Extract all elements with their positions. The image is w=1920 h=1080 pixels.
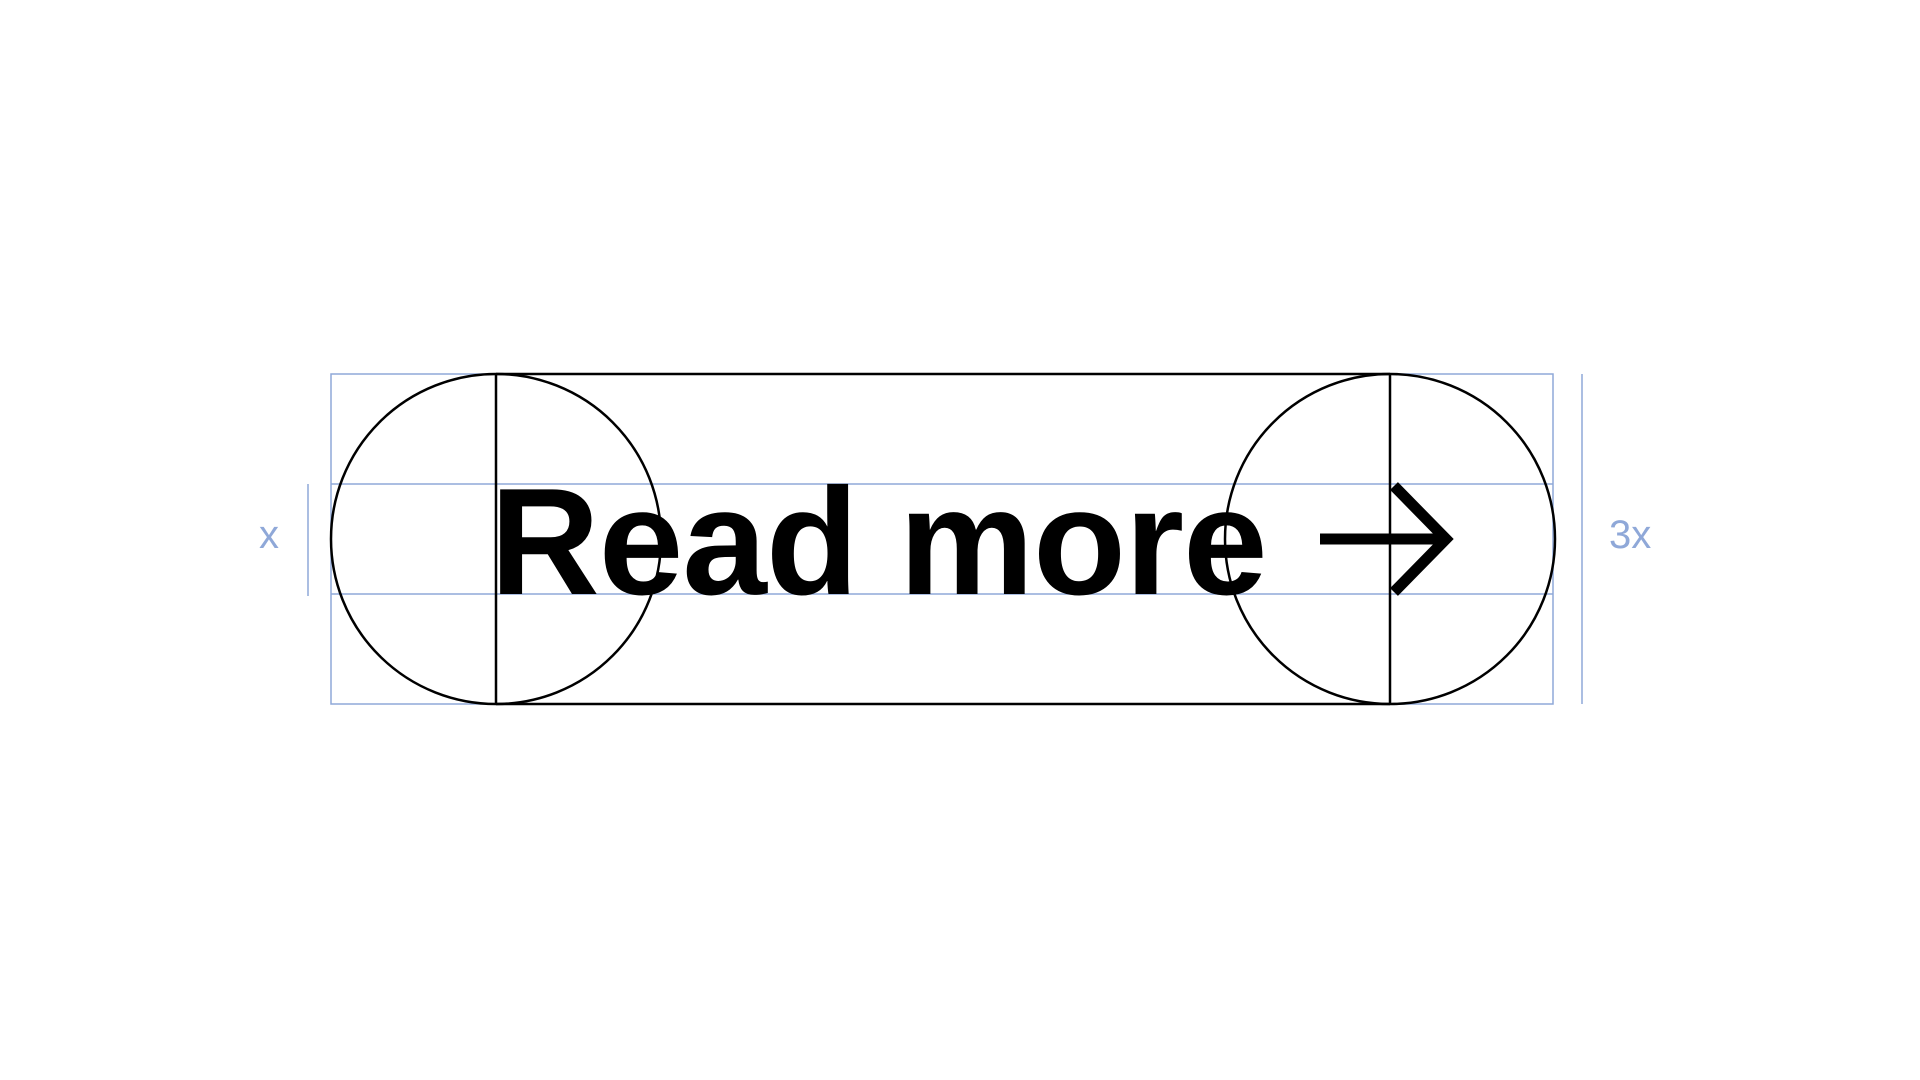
text-height-label: x [259, 513, 279, 557]
button-height-label: 3x [1609, 513, 1651, 557]
button-label: Read more [490, 457, 1267, 627]
arrow-right-icon [1320, 482, 1454, 596]
